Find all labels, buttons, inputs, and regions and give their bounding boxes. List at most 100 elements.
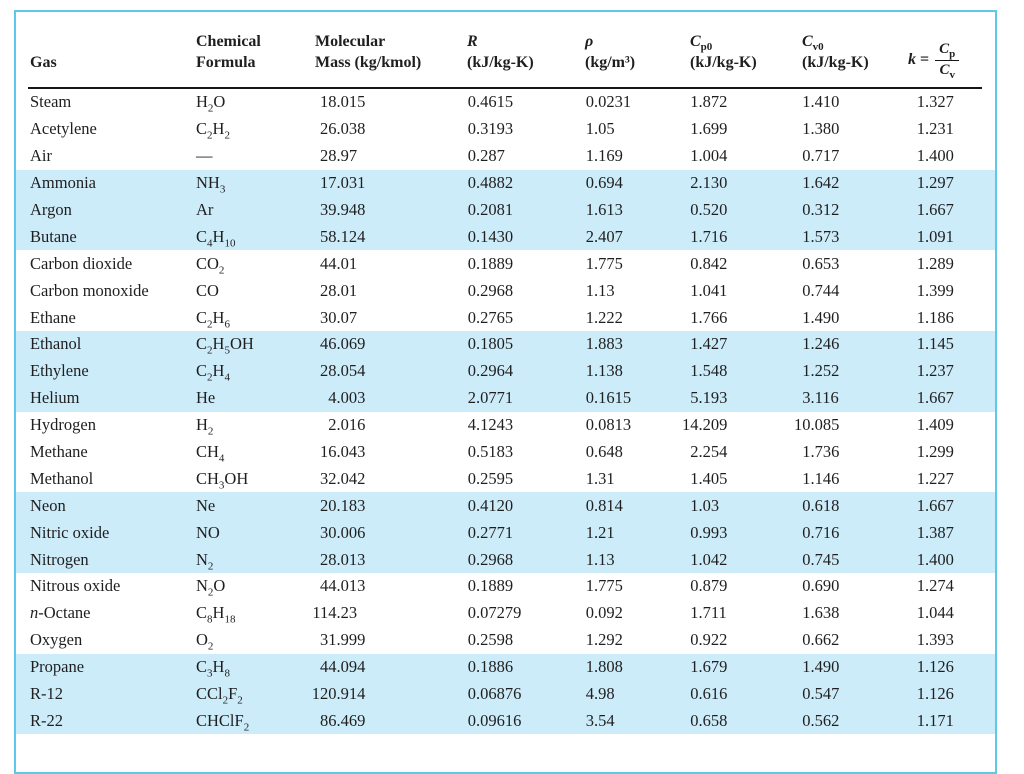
density-cell: 1.292 — [585, 630, 623, 650]
density-cell: 1.13 — [585, 280, 615, 300]
gas-constant-cell: 0.1889 — [467, 253, 514, 273]
molecular-mass-cell: 58.124 — [320, 226, 366, 246]
density-cell: 0.1615 — [585, 388, 632, 408]
table-row: Oxygen O2 31.999 0.2598 1.292 0.922 0.662 1.393 — [16, 627, 995, 654]
cv0-cell: 0.662 — [802, 630, 840, 650]
density-cell: 1.775 — [585, 576, 623, 596]
gas-name-cell: Argon — [30, 200, 72, 219]
chemical-formula-cell: CHClF2 — [196, 710, 250, 731]
gas-name-cell: Helium — [30, 388, 80, 408]
chemical-formula-cell: NO — [196, 522, 220, 542]
cv0-cell: 0.717 — [802, 146, 840, 166]
cp0-cell: 1.405 — [690, 468, 728, 488]
density-cell: 1.138 — [585, 361, 623, 381]
chemical-formula-cell: CCl2F2 — [196, 684, 243, 705]
gas-constant-cell: 0.5183 — [467, 442, 514, 462]
gas-constant-cell: 0.2598 — [467, 630, 514, 650]
chemical-formula-cell: O2 — [196, 630, 214, 651]
gas-constant-cell: 0.2595 — [467, 468, 514, 488]
cv0-cell: 1.638 — [802, 603, 840, 623]
cp0-cell: 2.130 — [690, 173, 728, 193]
cp0-cell: 1.427 — [690, 334, 728, 354]
chemical-formula-cell: H2 — [196, 415, 214, 436]
chemical-formula-cell: C2H2 — [196, 119, 230, 140]
k-ratio-cell: 1.399 — [916, 280, 954, 300]
chemical-formula-cell: C4H10 — [196, 226, 236, 247]
k-ratio-cell: 1.274 — [916, 576, 954, 596]
k-ratio-cell: 1.186 — [916, 307, 954, 327]
table-row: Air — 28.97 0.287 1.169 1.004 0.717 1.400 — [16, 143, 995, 170]
table-row: Butane C4H10 58.124 0.1430 2.407 1.716 1.573 1.… — [16, 223, 995, 251]
gas-name-cell: Steam — [30, 92, 72, 112]
table-body: Steam H2O 18.015 0.4615 0.0231 1.872 1.410 1.32… — [16, 89, 995, 735]
density-cell: 1.883 — [585, 334, 623, 354]
table-row: Ethylene C2H4 28.054 0.2964 1.138 1.548 1.252 1… — [16, 357, 995, 385]
density-cell: 0.0813 — [585, 415, 632, 435]
molecular-mass-cell: 39.948 — [320, 200, 366, 219]
gas-constant-cell: 0.2081 — [467, 200, 514, 219]
k-ratio-cell: 1.237 — [916, 361, 954, 381]
table-row: Ethane C2H6 30.07 0.2765 1.222 1.766 1.490 1.18… — [16, 304, 995, 331]
gas-name-cell: Methane — [30, 442, 88, 462]
col-header-molecular-mass: Molecular Mass (kg/kmol) — [315, 33, 422, 71]
chemical-formula-cell: C2H4 — [196, 361, 230, 382]
k-ratio-cell: 1.299 — [916, 442, 954, 462]
gas-constant-cell: 0.1889 — [467, 576, 514, 596]
cp0-cell: 0.520 — [690, 200, 728, 219]
cp0-cell: 1.699 — [690, 119, 728, 139]
density-cell: 1.808 — [585, 657, 623, 677]
cv0-cell: 1.380 — [802, 119, 840, 139]
col-header-cv0: Cv0 (kJ/kg-K) — [802, 33, 869, 71]
gas-constant-cell: 4.1243 — [467, 415, 514, 435]
density-cell: 0.694 — [585, 173, 623, 193]
cp0-cell: 1.548 — [690, 361, 728, 381]
table-row: R-12 CCl2F2 120.914 0.06876 4.98 0.616 0.547 1.… — [16, 680, 995, 708]
gas-name-cell: n-Octane — [30, 603, 91, 623]
cp0-cell: 0.922 — [690, 630, 728, 650]
molecular-mass-cell: 32.042 — [320, 468, 366, 488]
gas-constant-cell: 0.4615 — [467, 92, 514, 112]
density-cell: 0.0231 — [585, 92, 632, 112]
molecular-mass-cell: 2.016 — [328, 415, 366, 435]
chemical-formula-cell: C2H5OH — [196, 334, 254, 355]
cp0-cell: 0.842 — [690, 253, 728, 273]
cv0-cell: 0.562 — [802, 710, 840, 730]
cp0-cell: 0.616 — [690, 684, 728, 704]
table-row: Propane C3H8 44.094 0.1886 1.808 1.679 1.490 1.… — [16, 653, 995, 681]
cv0-cell: 0.653 — [802, 253, 840, 273]
cp0-cell: 1.872 — [690, 92, 728, 112]
density-cell: 1.613 — [585, 200, 623, 219]
gas-constant-cell: 2.0771 — [467, 388, 514, 408]
cv0-cell: 1.490 — [802, 307, 840, 327]
density-cell: 0.092 — [585, 603, 623, 623]
table-row: Ammonia NH3 17.031 0.4882 0.694 2.130 1.642 1.2… — [16, 169, 995, 197]
k-ratio-cell: 1.126 — [916, 684, 954, 704]
k-ratio-cell: 1.327 — [916, 92, 954, 112]
table-row: Acetylene C2H2 26.038 0.3193 1.05 1.699 1.380 1… — [16, 116, 995, 143]
chemical-formula-cell: CO — [196, 280, 219, 300]
gas-constant-cell: 0.2968 — [467, 280, 514, 300]
col-header-cp0: Cp0 (kJ/kg-K) — [690, 33, 757, 71]
gas-name-cell: Oxygen — [30, 630, 83, 650]
cv0-cell: 1.642 — [802, 173, 840, 193]
density-cell: 1.21 — [585, 522, 615, 542]
density-cell: 4.98 — [585, 684, 615, 704]
gas-name-cell: Ethylene — [30, 361, 89, 381]
col-header-gas: Gas — [16, 12, 195, 87]
cp0-cell: 0.658 — [690, 710, 728, 730]
molecular-mass-cell: 28.01 — [320, 280, 358, 300]
k-ratio-cell: 1.409 — [916, 415, 954, 435]
molecular-mass-cell: 17.031 — [320, 173, 366, 193]
gas-constant-cell: 0.06876 — [467, 684, 522, 704]
cv0-cell: 0.312 — [802, 200, 840, 219]
density-cell: 1.222 — [585, 307, 623, 327]
chemical-formula-cell: N2 — [196, 549, 214, 570]
gas-name-cell: Air — [30, 146, 52, 166]
gas-name-cell: R-22 — [30, 710, 63, 730]
chemical-formula-cell: CH3OH — [196, 468, 249, 489]
density-cell: 2.407 — [585, 226, 623, 246]
table-row: Methanol CH3OH 32.042 0.2595 1.31 1.405 1.146 1… — [16, 465, 995, 492]
molecular-mass-cell: 31.999 — [320, 630, 366, 650]
cv0-cell: 3.116 — [802, 388, 839, 408]
cv0-cell: 1.573 — [802, 226, 840, 246]
